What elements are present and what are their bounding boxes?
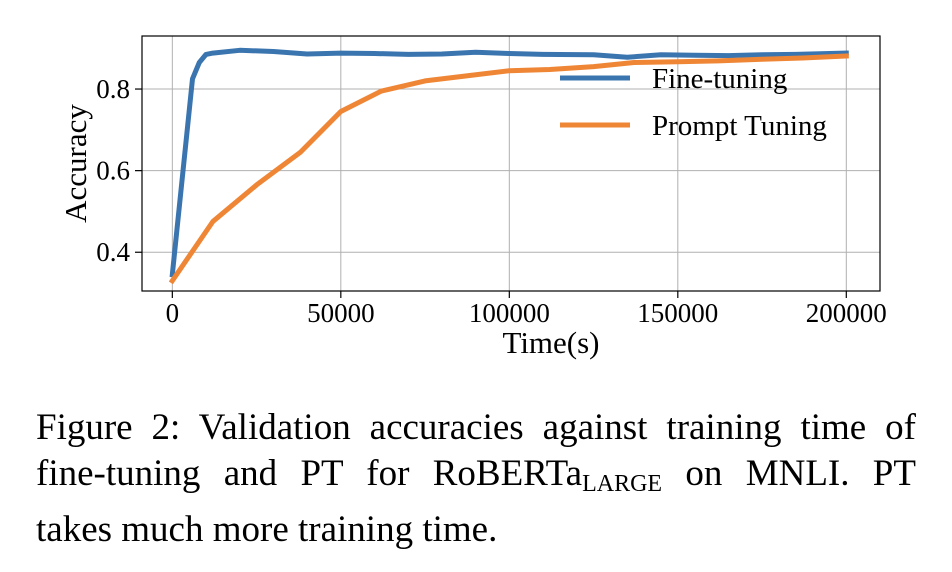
series-line-fine-tuning [169, 47, 849, 278]
plot-frame [141, 35, 881, 292]
x-tick-label: 200000 [806, 298, 887, 328]
grid-lines [142, 36, 880, 291]
series-lines [168, 47, 849, 285]
axis-ticks: 0 50000 100000 150000 200000 0.4 0.6 0.8 [96, 74, 887, 328]
caption-line-2-text: fine-tuning and PT for RoBERTa [36, 453, 583, 494]
figure-caption: Figure 2: Validation accuracies against … [36, 405, 916, 553]
legend-label: Fine-tuning [652, 63, 787, 95]
caption-line-2-tail: on MNLI. PT [662, 453, 916, 494]
caption-line-2: fine-tuning and PT for RoBERTaLARGE on M… [36, 451, 916, 507]
caption-subscript: LARGE [582, 471, 663, 497]
y-tick-label: 0.8 [96, 74, 130, 104]
y-tick-label: 0.4 [96, 237, 130, 267]
x-axis-label: Time(s) [502, 325, 599, 360]
legend-label: Prompt Tuning [652, 110, 827, 142]
y-tick-label: 0.6 [96, 156, 130, 186]
x-tick-label: 50000 [307, 298, 375, 328]
x-tick-label: 0 [166, 298, 180, 328]
accuracy-chart: 0 50000 100000 150000 200000 0.4 0.6 0.8 Fine-t… [58, 35, 887, 360]
y-axis-label: Accuracy [58, 104, 93, 223]
caption-line-3: takes much more training time. [36, 509, 498, 550]
x-tick-label: 100000 [469, 298, 550, 328]
figure: 0 50000 100000 150000 200000 0.4 0.6 0.8 Fine-t… [58, 35, 887, 360]
x-tick-label: 150000 [637, 298, 718, 328]
caption-line-1: Figure 2: Validation accuracies against … [36, 407, 916, 448]
series-line-prompt-tuning [168, 53, 849, 285]
legend: Fine-tuning Prompt Tuning [560, 63, 827, 142]
